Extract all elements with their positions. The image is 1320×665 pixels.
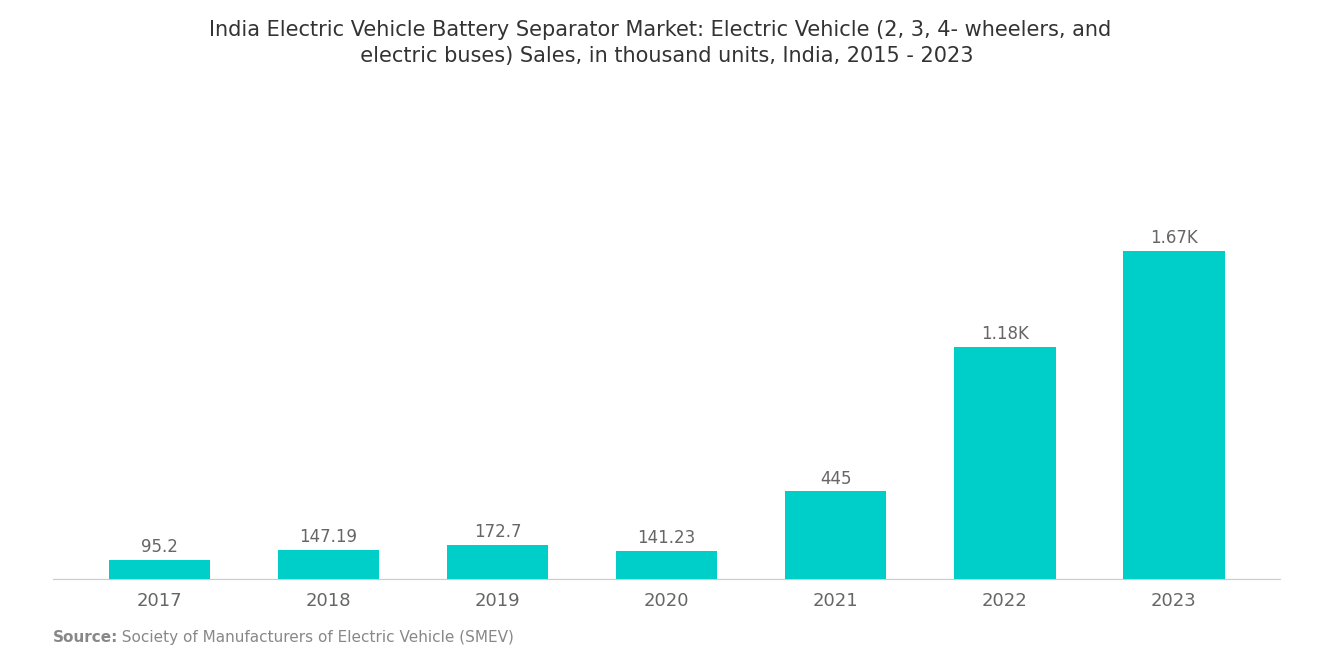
Bar: [785, 491, 887, 579]
Bar: [277, 550, 379, 579]
Text: 445: 445: [820, 469, 851, 487]
Text: India Electric Vehicle Battery Separator Market: Electric Vehicle (2, 3, 4- whee: India Electric Vehicle Battery Separator…: [209, 20, 1111, 66]
Text: Source:: Source:: [53, 630, 119, 645]
Text: Society of Manufacturers of Electric Vehicle (SMEV): Society of Manufacturers of Electric Veh…: [112, 630, 513, 645]
Bar: [108, 560, 210, 579]
Bar: [616, 551, 717, 579]
Bar: [446, 545, 548, 579]
Text: 95.2: 95.2: [141, 539, 178, 557]
Text: 172.7: 172.7: [474, 523, 521, 541]
Text: 1.18K: 1.18K: [981, 325, 1028, 343]
Bar: [954, 347, 1056, 579]
Bar: [1123, 251, 1225, 579]
Text: 141.23: 141.23: [638, 529, 696, 547]
Text: 1.67K: 1.67K: [1150, 229, 1197, 247]
Text: 147.19: 147.19: [300, 528, 358, 546]
